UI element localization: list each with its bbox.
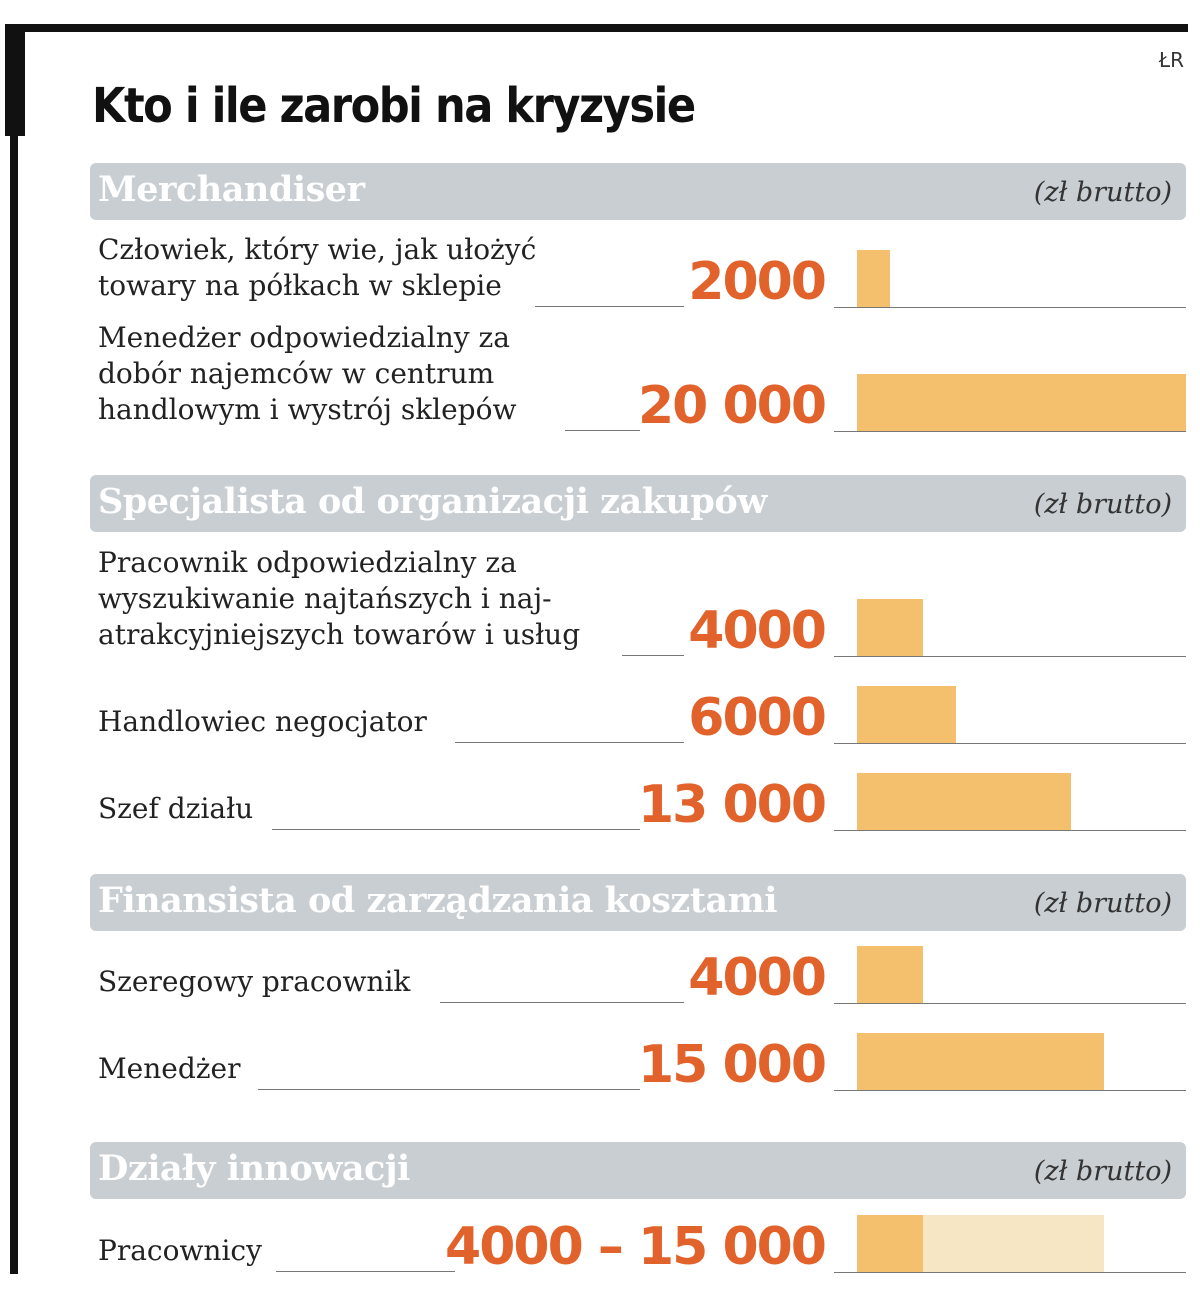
bar: [857, 599, 923, 656]
bar: [857, 946, 923, 1003]
leader-line: [565, 430, 640, 431]
section-title: Merchandiser: [98, 169, 365, 210]
bar: [857, 686, 956, 743]
leader-line: [258, 1089, 640, 1090]
leader-line: [622, 655, 684, 656]
value-label: 4000: [688, 601, 827, 661]
row-label-line: Menedżer odpowiedzialny za: [98, 321, 510, 354]
row-label: Handlowiec negocjator: [98, 704, 427, 740]
row-label: Człowiek, który wie, jak ułożyć towary na…: [98, 232, 536, 304]
leader-line: [535, 306, 684, 307]
bar-range-min: [857, 1215, 923, 1272]
bar-baseline: [834, 656, 1186, 657]
value-label: 6000: [688, 688, 827, 748]
row-label-line: dobór najemców w centrum: [98, 357, 495, 390]
section-header: Merchandiser (zł brutto): [90, 163, 1186, 220]
row-label-line: Pracownicy: [98, 1234, 262, 1267]
bar-baseline: [834, 830, 1186, 831]
value-label: 2000: [688, 252, 827, 312]
section-title: Specjalista od organizacji zakupów: [98, 481, 767, 522]
row-label-line: Szeregowy pracownik: [98, 965, 411, 998]
bar: [857, 1033, 1104, 1090]
bar-baseline: [834, 307, 1186, 308]
leader-line: [276, 1271, 455, 1272]
bar: [857, 773, 1071, 830]
frame-left-rule: [10, 24, 18, 1274]
section-header: Działy innowacji (zł brutto): [90, 1142, 1186, 1199]
section-unit: (zł brutto): [1033, 177, 1172, 208]
frame-top-rule: [5, 24, 1188, 32]
bar: [857, 374, 1186, 431]
row-label-line: handlowym i wystrój sklepów: [98, 393, 517, 426]
bar-range-extent: [922, 1215, 1104, 1272]
row-label-line: atrakcyjniejszych towarów i usług: [98, 618, 581, 651]
value-label: 4000: [688, 948, 827, 1008]
section-unit: (zł brutto): [1033, 489, 1172, 520]
value-label: 15 000: [637, 1035, 827, 1095]
section-header: Specjalista od organizacji zakupów (zł br…: [90, 475, 1186, 532]
section-unit: (zł brutto): [1033, 888, 1172, 919]
row-label-line: towary na półkach w sklepie: [98, 269, 502, 302]
value-label: 20 000: [637, 376, 827, 436]
bar-baseline: [834, 1272, 1186, 1273]
row-label: Pracownicy: [98, 1233, 262, 1269]
bar-baseline: [834, 431, 1186, 432]
row-label-line: wyszukiwanie najtańszych i naj-: [98, 582, 552, 615]
row-label: Szeregowy pracownik: [98, 964, 410, 1000]
chart-title: Kto i ile zarobi na kryzysie: [92, 78, 696, 134]
section-title: Działy innowacji: [98, 1148, 410, 1189]
row-label: Pracownik odpowiedzialny za wyszukiwanie …: [98, 545, 580, 653]
row-label-line: Pracownik odpowiedzialny za: [98, 546, 517, 579]
frame-corner-block: [5, 24, 25, 136]
row-label-line: Człowiek, który wie, jak ułożyć: [98, 233, 537, 266]
value-label: 4000 – 15 000: [445, 1217, 827, 1277]
value-label: 13 000: [637, 775, 827, 835]
section-header: Finansista od zarządzania kosztami (zł br…: [90, 874, 1186, 931]
bar-baseline: [834, 1003, 1186, 1004]
leader-line: [440, 1002, 684, 1003]
row-label: Szef działu: [98, 791, 253, 827]
bar-baseline: [834, 1090, 1186, 1091]
row-label-line: Handlowiec negocjator: [98, 705, 427, 738]
row-label: Menedżer odpowiedzialny za dobór najemców…: [98, 320, 516, 428]
section-title: Finansista od zarządzania kosztami: [98, 880, 777, 921]
leader-line: [272, 829, 640, 830]
row-label-line: Menedżer: [98, 1052, 241, 1085]
section-unit: (zł brutto): [1033, 1156, 1172, 1187]
credit: ŁR: [1158, 48, 1184, 72]
bar-baseline: [834, 743, 1186, 744]
row-label-line: Szef działu: [98, 792, 254, 825]
row-label: Menedżer: [98, 1051, 240, 1087]
leader-line: [455, 742, 684, 743]
bar: [857, 250, 890, 307]
